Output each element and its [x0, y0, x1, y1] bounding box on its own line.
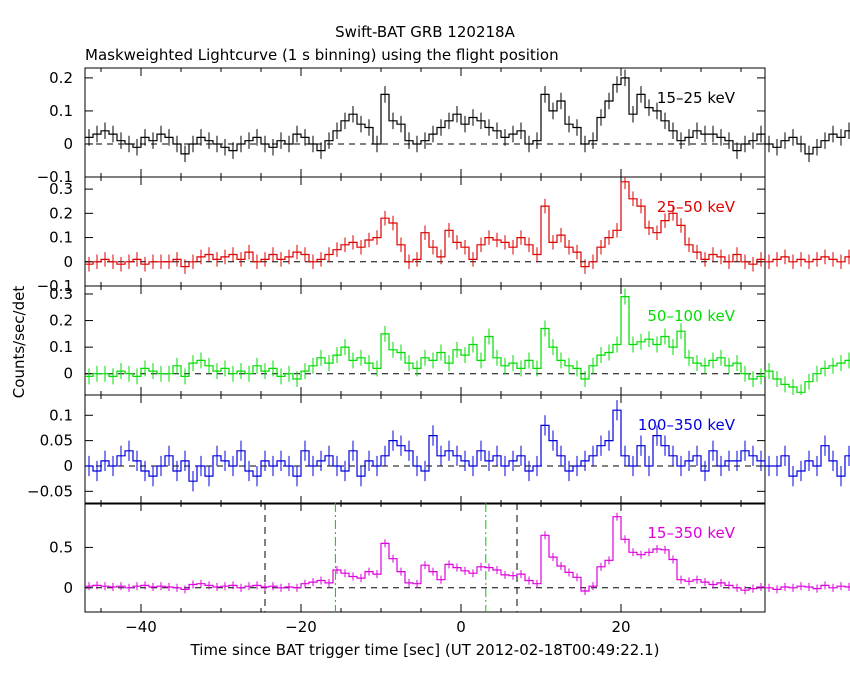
lightcurve-series	[85, 77, 850, 155]
panel-frame	[84, 394, 766, 505]
lightcurve-series	[85, 516, 850, 592]
y-tick-label: 0.05	[40, 432, 73, 450]
band-label: 25–50 keV	[657, 198, 736, 216]
x-tick-label: −20	[285, 618, 317, 636]
y-tick-label: 0.2	[49, 204, 73, 222]
x-tick-label: −40	[125, 618, 157, 636]
y-tick-label: 0	[63, 579, 73, 597]
y-tick-label: 0	[63, 365, 73, 383]
y-tick-label: 0.2	[49, 69, 73, 87]
panels-group: −0.1 0 0.1 0.2 15–25 keV −0.1 0 0.1 0.2 0.3 25–50 …	[27, 67, 850, 636]
panel-frame	[84, 67, 766, 178]
panel-frame	[84, 502, 766, 613]
x-tick-label: 0	[456, 618, 466, 636]
lightcurve-series	[85, 409, 850, 482]
y-tick-label: −0.05	[27, 482, 73, 500]
y-tick-label: 0.1	[49, 338, 73, 356]
y-tick-label: −0.1	[37, 168, 73, 186]
y-axis-label: Counts/sec/det	[10, 286, 28, 399]
x-tick-label: 20	[611, 618, 630, 636]
y-tick-label: 0.3	[49, 180, 73, 198]
chart-title: Swift-BAT GRB 120218A	[335, 23, 515, 41]
panel: −0.1 0 0.1 0.2 0.3 25–50 keV	[37, 176, 850, 295]
panel: −0.1 0 0.1 0.2 15–25 keV	[37, 67, 850, 186]
lightcurve-series	[85, 181, 850, 268]
y-tick-label: 0.1	[49, 406, 73, 424]
chart-subtitle: Maskweighted Lightcurve (1 s binning) us…	[85, 46, 559, 64]
y-tick-label: 0.5	[49, 538, 73, 556]
y-tick-label: 0.1	[49, 229, 73, 247]
band-label: 15–350 keV	[647, 524, 735, 542]
y-tick-label: 0.3	[49, 285, 73, 303]
y-tick-label: 0	[63, 457, 73, 475]
y-tick-label: 0.1	[49, 102, 73, 120]
y-tick-label: −0.1	[37, 277, 73, 295]
band-label: 100–350 keV	[638, 416, 736, 434]
band-label: 15–25 keV	[657, 89, 736, 107]
y-tick-label: 0	[63, 135, 73, 153]
panel-frame	[84, 285, 766, 396]
y-tick-label: 0	[63, 253, 73, 271]
x-axis-label: Time since BAT trigger time [sec] (UT 20…	[190, 641, 660, 659]
panel: −0.05 0 0.05 0.1 100–350 keV	[27, 394, 850, 505]
band-label: 50–100 keV	[647, 307, 735, 325]
panel: 0 0.5 15–350 keV −40 −20 0 20	[49, 502, 850, 636]
panel: 0 0.1 0.2 0.3 50–100 keV	[49, 285, 850, 396]
y-tick-label: 0.2	[49, 312, 73, 330]
lightcurve-series	[85, 296, 850, 393]
